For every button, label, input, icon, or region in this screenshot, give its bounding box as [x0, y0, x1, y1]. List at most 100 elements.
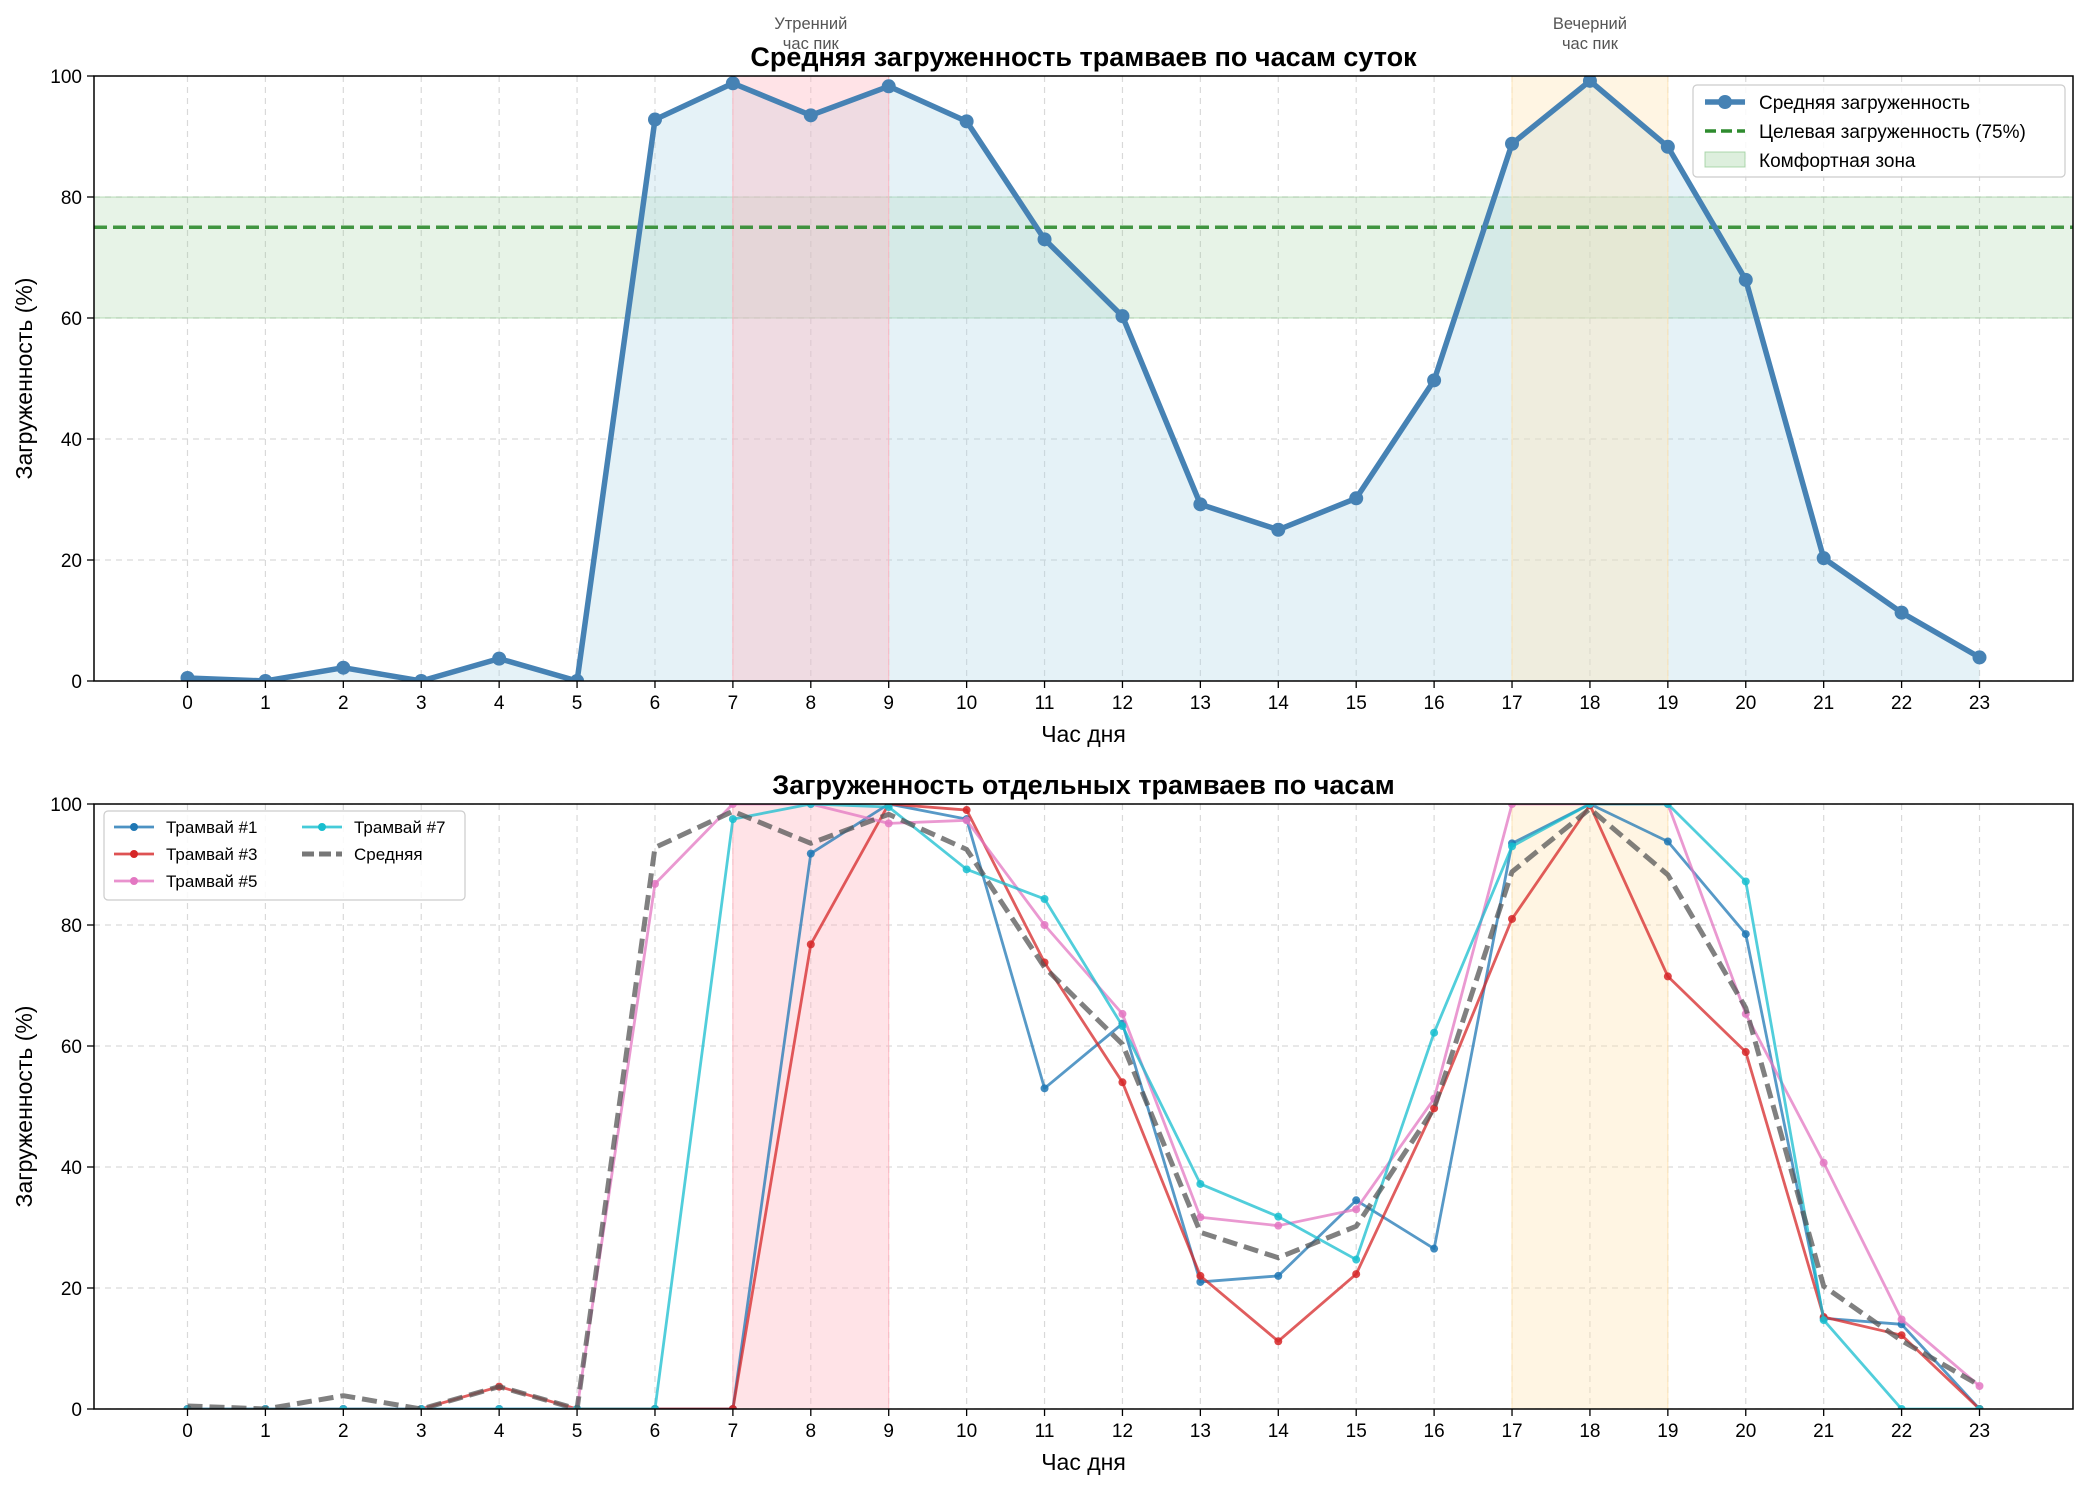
data-point — [1430, 1244, 1439, 1253]
x-tick-label: 16 — [1424, 693, 1445, 714]
y-tick-label: 40 — [61, 1158, 82, 1179]
legend-swatch-marker — [318, 823, 326, 831]
y-tick-label: 0 — [71, 672, 82, 693]
data-point — [1663, 972, 1672, 981]
data-point — [728, 1405, 737, 1409]
data-point — [650, 1405, 659, 1409]
data-point — [1897, 1331, 1906, 1340]
legend-swatch-marker — [1718, 95, 1732, 109]
y-tick-label: 20 — [61, 551, 82, 572]
legend-label: Целевая загруженность (75%) — [1759, 122, 2026, 143]
morning-peak-span — [732, 804, 890, 1409]
data-point — [881, 79, 896, 94]
legend-box — [103, 810, 466, 901]
axes-frame — [93, 803, 2074, 1410]
data-point — [1196, 1213, 1205, 1222]
data-point — [1975, 1405, 1984, 1409]
legend-swatch-band — [1704, 151, 1746, 168]
chart-title: Средняя загруженность трамваев по часам … — [750, 42, 1417, 72]
data-point — [1897, 1315, 1906, 1324]
data-point — [806, 940, 815, 949]
axes-frame — [93, 75, 2074, 682]
legend-label: Комфортная зона — [1759, 151, 1916, 172]
data-point — [1274, 1271, 1283, 1280]
x-tick-label: 15 — [1346, 693, 1367, 714]
y-tick-label: 100 — [50, 795, 82, 816]
y-tick-label: 60 — [61, 1037, 82, 1058]
legend-swatch-marker — [130, 823, 138, 831]
data-point — [1349, 491, 1364, 506]
data-point — [647, 112, 662, 127]
data-point — [1585, 804, 1594, 808]
x-tick-label: 21 — [1813, 693, 1834, 714]
data-point — [1352, 1270, 1361, 1279]
data-point — [1427, 373, 1442, 388]
x-tick-label: 14 — [1268, 693, 1290, 714]
data-point — [1972, 650, 1987, 665]
x-tick-label: 11 — [1035, 1421, 1055, 1442]
peak-annotation-line2: час пик — [783, 35, 840, 53]
data-point — [1741, 930, 1750, 939]
legend-label: Трамвай #7 — [354, 818, 445, 837]
x-tick-label: 2 — [338, 693, 349, 714]
x-tick-label: 6 — [650, 1421, 661, 1442]
x-tick-label: 4 — [494, 1421, 505, 1442]
x-tick-label: 23 — [1969, 1421, 1990, 1442]
data-point — [1508, 804, 1517, 808]
x-axis-label: Час дня — [1041, 721, 1126, 747]
data-point — [1196, 1271, 1205, 1280]
x-tick-label: 6 — [650, 693, 661, 714]
x-tick-label: 2 — [338, 1421, 349, 1442]
x-tick-label: 18 — [1579, 1421, 1600, 1442]
series-line-1 — [187, 804, 1981, 1409]
y-tick-label: 60 — [61, 309, 82, 330]
y-tick-label: 80 — [61, 916, 82, 937]
y-tick-label: 40 — [61, 430, 82, 451]
x-tick-label: 3 — [416, 1421, 427, 1442]
x-tick-label: 17 — [1501, 1421, 1522, 1442]
evening-peak-span — [1511, 804, 1669, 1409]
peak-annotation-line1: Утренний — [774, 15, 847, 33]
x-tick-label: 13 — [1190, 1421, 1211, 1442]
data-point — [1196, 1277, 1205, 1286]
peak-annotation-line1: Вечерний — [1553, 15, 1627, 33]
x-tick-label: 0 — [182, 693, 193, 714]
data-point — [1037, 232, 1052, 247]
data-point — [1816, 551, 1831, 566]
plot-area — [94, 76, 2073, 681]
y-tick-label: 0 — [71, 1400, 82, 1421]
x-tick-label: 18 — [1579, 693, 1600, 714]
data-point — [1118, 1009, 1127, 1018]
data-point — [1196, 1179, 1205, 1188]
data-point — [1741, 877, 1750, 886]
data-point — [1271, 522, 1286, 537]
data-point — [1274, 1221, 1283, 1230]
series-line-4 — [187, 804, 1980, 1409]
data-point — [1582, 76, 1597, 88]
data-point — [1118, 1022, 1127, 1031]
data-point — [1040, 921, 1049, 929]
comfort-zone-band — [94, 196, 2073, 319]
data-point — [258, 674, 273, 681]
data-point — [728, 804, 737, 808]
x-tick-label: 7 — [728, 693, 739, 714]
y-axis-label: Загруженность (%) — [11, 1006, 37, 1208]
x-tick-label: 21 — [1813, 1421, 1834, 1442]
data-point — [570, 674, 585, 681]
data-point — [1193, 497, 1208, 512]
data-point — [1274, 1337, 1283, 1346]
data-point — [725, 76, 740, 91]
x-tick-label: 14 — [1268, 1421, 1290, 1442]
evening-peak-span — [1511, 76, 1669, 681]
x-tick-label: 1 — [260, 1421, 271, 1442]
x-tick-label: 5 — [572, 1421, 583, 1442]
series-line-1 — [187, 78, 1981, 681]
y-tick-label: 100 — [50, 67, 82, 88]
x-tick-label: 0 — [182, 1421, 193, 1442]
chart-1: 0 1 2 3 4 5 6 7 8 9 10 11 12 13 14 15 16 17 18 19 20 21 22 2302… — [11, 15, 2074, 747]
data-point — [339, 1405, 348, 1409]
series-line-3 — [187, 804, 1981, 1409]
x-tick-label: 9 — [883, 1421, 894, 1442]
data-point — [1894, 605, 1909, 620]
x-tick-label: 22 — [1891, 1421, 1912, 1442]
